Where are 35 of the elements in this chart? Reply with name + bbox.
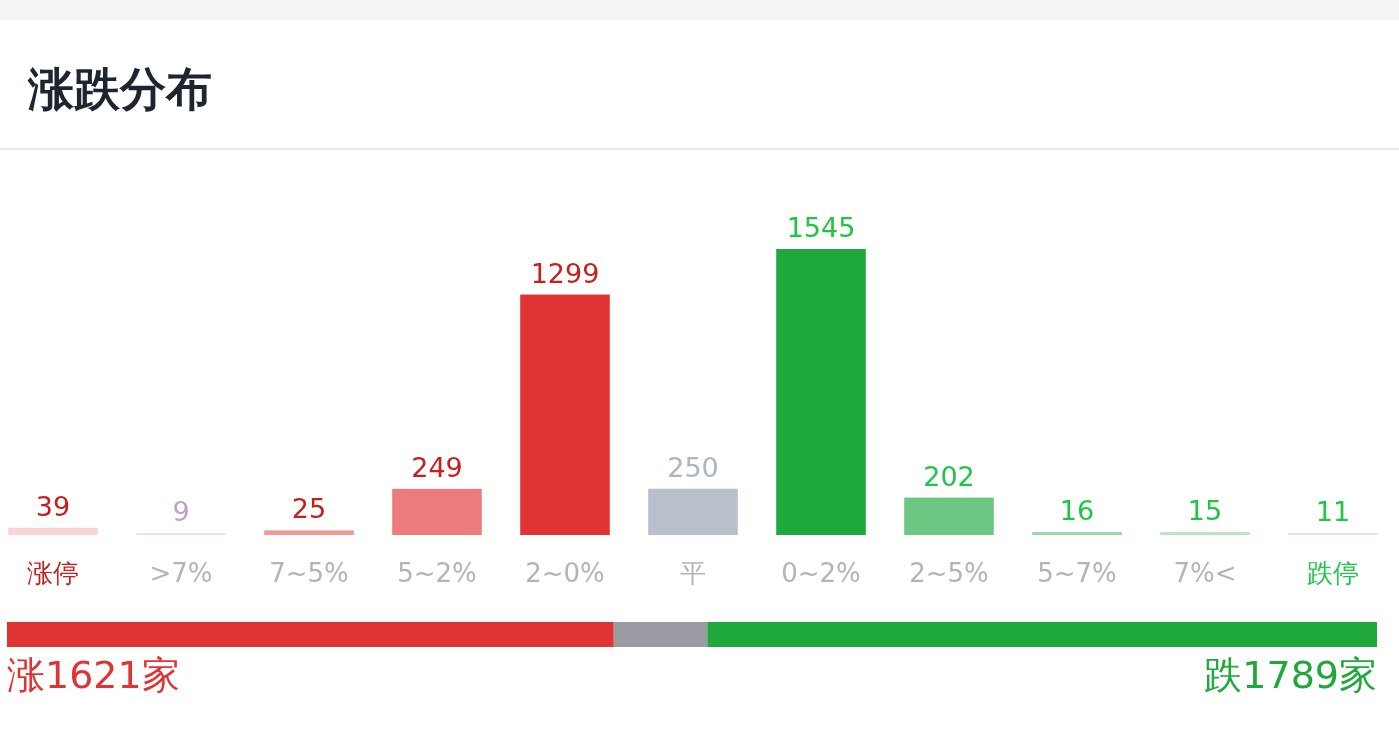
bar — [1032, 532, 1122, 535]
bar — [520, 294, 610, 535]
x-tick-label: 5~7% — [1037, 558, 1117, 588]
x-tick-label: 7%< — [1173, 558, 1237, 588]
data-label: 249 — [411, 451, 463, 483]
data-label: 25 — [291, 493, 327, 525]
bar — [8, 527, 98, 535]
chart-title: 涨跌分布 — [27, 62, 212, 116]
data-label: 202 — [923, 460, 975, 492]
bar — [1160, 532, 1250, 535]
data-label: 39 — [35, 490, 71, 522]
data-label: 跌1789家 — [1204, 653, 1377, 697]
x-tick-label: 2~5% — [909, 558, 989, 588]
x-tick-label: 平 — [680, 558, 706, 588]
bar — [776, 249, 866, 535]
data-label: 16 — [1059, 495, 1095, 527]
data-label: 1545 — [786, 212, 856, 243]
data-label: 9 — [172, 496, 190, 528]
bar — [392, 488, 482, 535]
data-label: 涨1621家 — [7, 653, 180, 697]
x-tick-label: 涨停 — [27, 558, 79, 588]
x-tick-label: 5~2% — [397, 558, 477, 588]
data-label: 250 — [667, 451, 719, 483]
data-label: 11 — [1315, 495, 1351, 527]
bar — [264, 530, 354, 535]
x-tick-label: 2~0% — [525, 558, 605, 588]
x-tick-label: 跌停 — [1307, 558, 1359, 588]
bar — [904, 497, 994, 535]
x-tick-label: >7% — [149, 558, 213, 588]
bar — [1288, 532, 1378, 535]
data-label: 1299 — [530, 257, 600, 289]
x-tick-label: 0~2% — [781, 558, 861, 588]
x-tick-label: 7~5% — [269, 558, 349, 588]
data-label: 15 — [1187, 495, 1223, 527]
bar — [648, 488, 738, 535]
